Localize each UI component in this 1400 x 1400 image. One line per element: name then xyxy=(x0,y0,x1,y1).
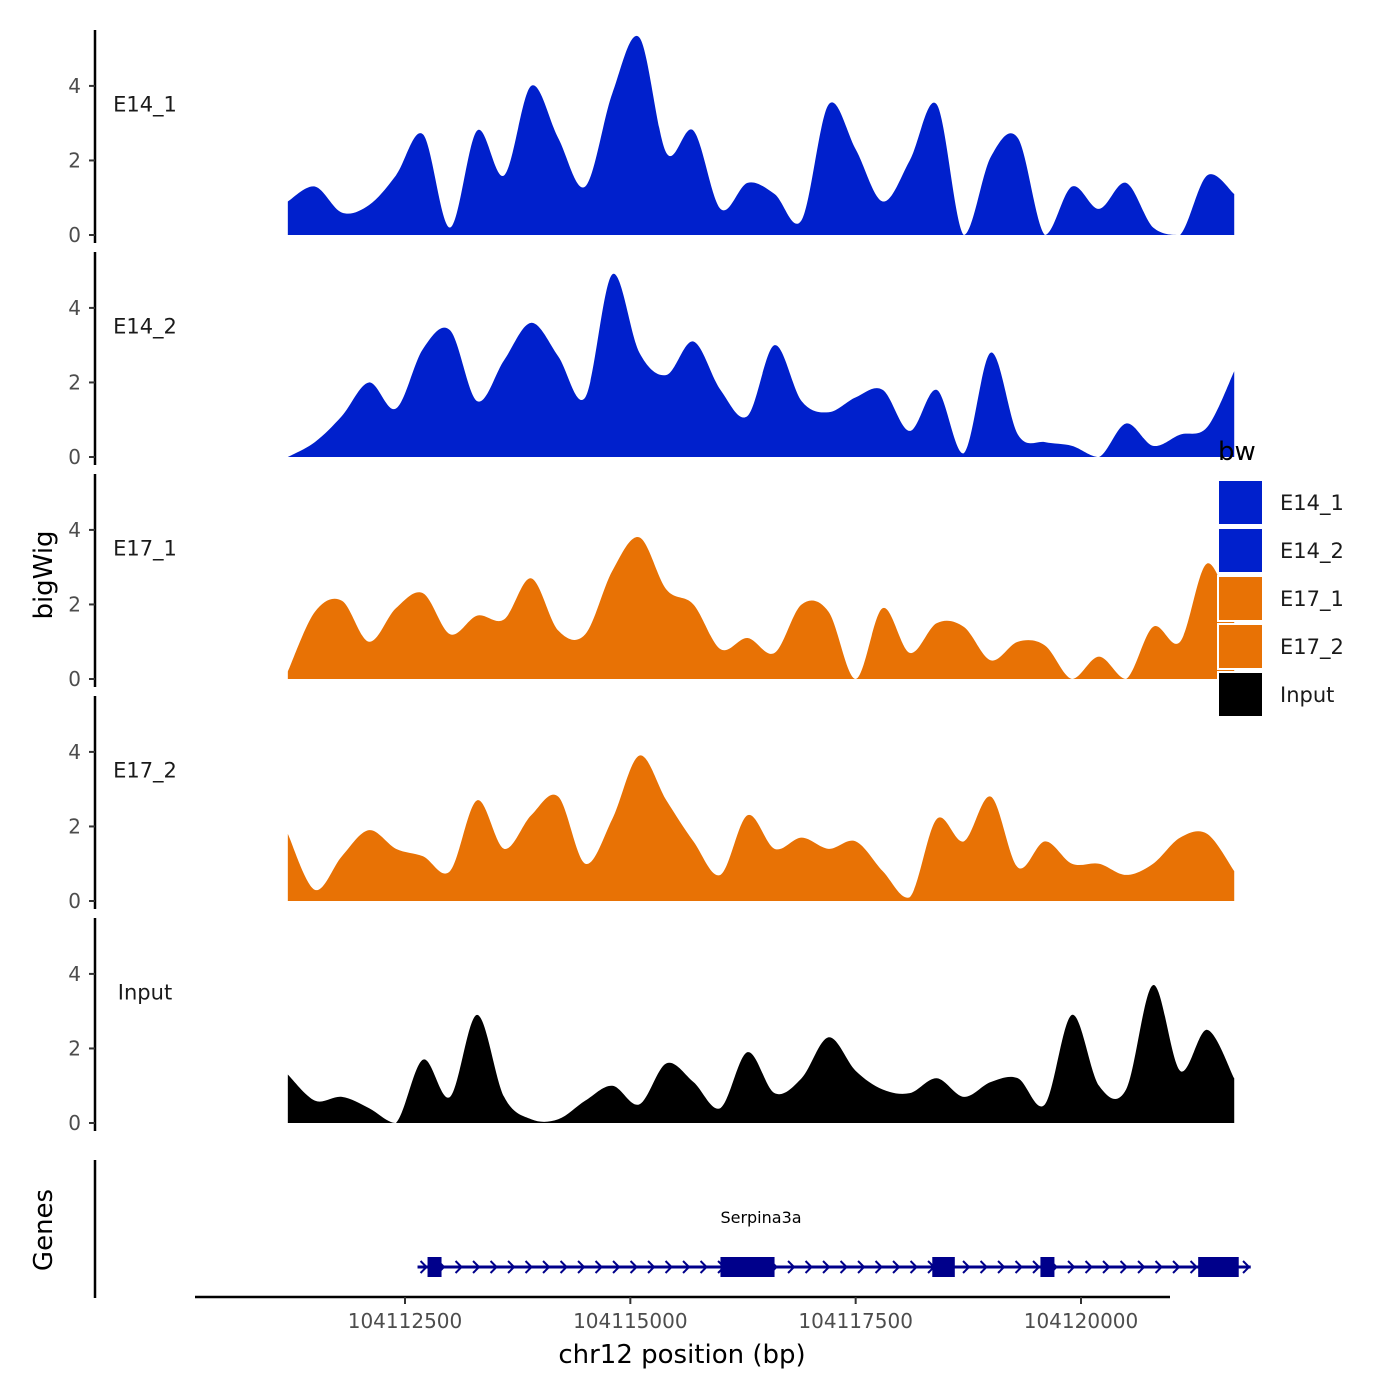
y-tick-label: 2 xyxy=(68,592,81,616)
strand-arrow xyxy=(647,1260,656,1274)
x-tick-label: 104120000 xyxy=(1024,1309,1139,1333)
strand-arrow xyxy=(1067,1260,1076,1274)
track-label-E14_1: E14_1 xyxy=(113,93,177,118)
track-panels: 0 2 4 E14_1 0 2 4 E14_2 0 2 4 E17_1 0 2 4 E17_2 0 2 4 Input xyxy=(68,30,1235,1135)
gene-exon xyxy=(720,1257,775,1277)
y-tick-label: 4 xyxy=(68,740,81,764)
x-axis: 104112500 104115000 104117500 104120000 xyxy=(195,1295,1170,1333)
x-axis-title: chr12 position (bp) xyxy=(558,1340,805,1370)
strand-arrow xyxy=(629,1260,638,1274)
legend-label-E17_1: E17_1 xyxy=(1280,587,1344,612)
strand-arrow xyxy=(1119,1260,1128,1274)
track-panel-E14_2: 0 2 4 E14_2 xyxy=(68,252,1235,469)
strand-arrow xyxy=(962,1260,971,1274)
strand-arrow xyxy=(594,1260,603,1274)
genes-axis-title: Genes xyxy=(29,1189,59,1271)
strand-arrow xyxy=(1102,1260,1111,1274)
strand-arrow xyxy=(997,1260,1006,1274)
legend-label-Input: Input xyxy=(1280,683,1334,707)
strand-arrow xyxy=(1032,1260,1041,1274)
strand-arrow xyxy=(787,1260,796,1274)
y-tick-label: 2 xyxy=(68,148,81,172)
y-tick-label: 4 xyxy=(68,518,81,542)
signal-area-E14_1 xyxy=(287,35,1235,235)
x-tick-label: 104112500 xyxy=(348,1309,463,1333)
y-axis-title: bigWig xyxy=(29,530,59,619)
gene-exon xyxy=(427,1257,442,1277)
strand-arrow xyxy=(699,1260,708,1274)
strand-arrow xyxy=(524,1260,533,1274)
strand-arrow xyxy=(839,1260,848,1274)
track-panel-E17_2: 0 2 4 E17_2 xyxy=(68,696,1235,913)
signal-area-Input xyxy=(287,985,1235,1123)
track-label-E17_2: E17_2 xyxy=(113,759,177,784)
legend-swatch-E14_2 xyxy=(1217,527,1264,574)
legend-swatch-Input xyxy=(1217,671,1264,718)
strand-arrow xyxy=(857,1260,866,1274)
track-panel-Input: 0 2 4 Input xyxy=(68,918,1235,1135)
signal-area-E17_1 xyxy=(287,537,1235,679)
strand-arrow xyxy=(909,1260,918,1274)
y-tick-label: 0 xyxy=(68,1111,81,1135)
strand-arrow xyxy=(489,1260,498,1274)
legend: E14_1 E14_2 E17_1 E17_2 Input xyxy=(1217,479,1344,718)
strand-arrow xyxy=(804,1260,813,1274)
gene-exon xyxy=(932,1257,955,1277)
strand-arrow xyxy=(472,1260,481,1274)
legend-label-E14_2: E14_2 xyxy=(1280,539,1344,564)
y-tick-label: 4 xyxy=(68,296,81,320)
track-panel-E17_1: 0 2 4 E17_1 xyxy=(68,474,1235,691)
x-tick-label: 104115000 xyxy=(573,1309,688,1333)
y-tick-label: 0 xyxy=(68,889,81,913)
x-tick-label: 104117500 xyxy=(798,1309,913,1333)
strand-arrow xyxy=(979,1260,988,1274)
gene-label: Serpina3a xyxy=(720,1208,801,1227)
strand-arrow xyxy=(559,1260,568,1274)
strand-arrow xyxy=(612,1260,621,1274)
legend-label-E17_2: E17_2 xyxy=(1280,635,1344,660)
y-tick-label: 2 xyxy=(68,1036,81,1060)
y-tick-label: 4 xyxy=(68,962,81,986)
signal-area-E17_2 xyxy=(287,755,1235,901)
y-tick-label: 2 xyxy=(68,370,81,394)
y-tick-label: 4 xyxy=(68,74,81,98)
strand-arrow xyxy=(1084,1260,1093,1274)
strand-arrow xyxy=(874,1260,883,1274)
strand-arrow xyxy=(1137,1260,1146,1274)
strand-arrow xyxy=(1242,1260,1251,1274)
track-label-Input: Input xyxy=(118,981,172,1005)
strand-arrow xyxy=(682,1260,691,1274)
legend-label-E14_1: E14_1 xyxy=(1280,491,1344,516)
signal-area-E14_2 xyxy=(287,273,1235,457)
strand-arrow xyxy=(1172,1260,1181,1274)
legend-title: bw xyxy=(1218,437,1256,467)
y-tick-label: 0 xyxy=(68,445,81,469)
strand-arrow xyxy=(822,1260,831,1274)
strand-arrow xyxy=(892,1260,901,1274)
strand-arrow xyxy=(1154,1260,1163,1274)
gene-exon xyxy=(1040,1257,1055,1277)
strand-arrow xyxy=(664,1260,673,1274)
y-tick-label: 0 xyxy=(68,223,81,247)
strand-arrow xyxy=(507,1260,516,1274)
genes-panel: Serpina3a xyxy=(93,1160,1251,1298)
legend-swatch-E14_1 xyxy=(1217,479,1264,526)
legend-swatch-E17_1 xyxy=(1217,575,1264,622)
track-panel-E14_1: 0 2 4 E14_1 xyxy=(68,30,1235,247)
y-tick-label: 2 xyxy=(68,814,81,838)
track-label-E17_1: E17_1 xyxy=(113,537,177,562)
track-label-E14_2: E14_2 xyxy=(113,315,177,340)
legend-swatch-E17_2 xyxy=(1217,623,1264,670)
strand-arrow xyxy=(577,1260,586,1274)
strand-arrow xyxy=(454,1260,463,1274)
strand-arrow xyxy=(419,1260,428,1274)
gene-exon xyxy=(1198,1257,1239,1277)
y-tick-label: 0 xyxy=(68,667,81,691)
strand-arrow xyxy=(1014,1260,1023,1274)
strand-arrow xyxy=(1189,1260,1198,1274)
strand-arrow xyxy=(542,1260,551,1274)
